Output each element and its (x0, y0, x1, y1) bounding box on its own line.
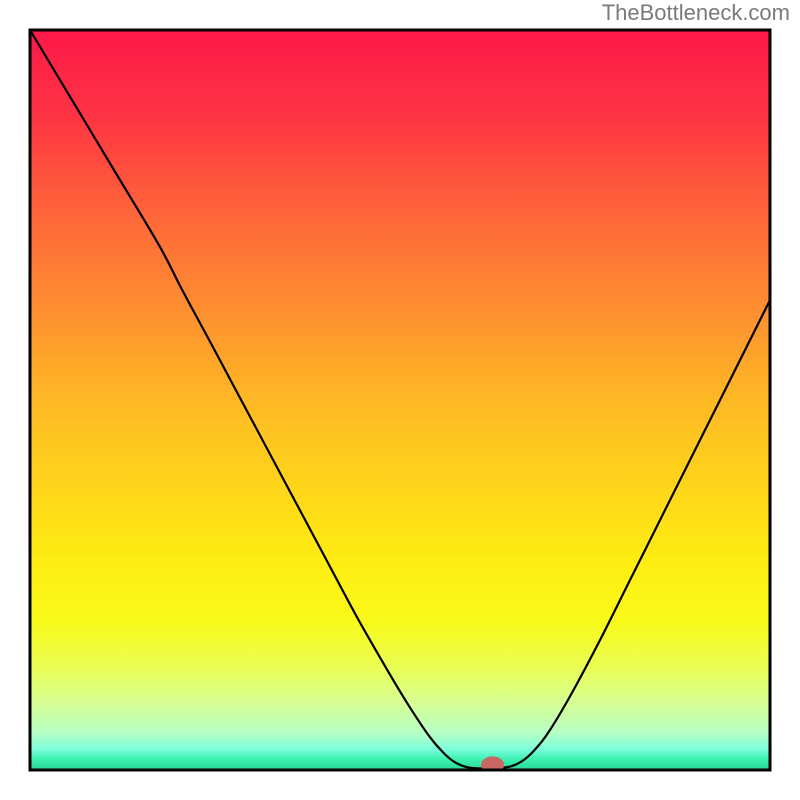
bottleneck-chart (0, 0, 800, 800)
chart-background (30, 30, 770, 770)
watermark-text: TheBottleneck.com (602, 0, 790, 26)
